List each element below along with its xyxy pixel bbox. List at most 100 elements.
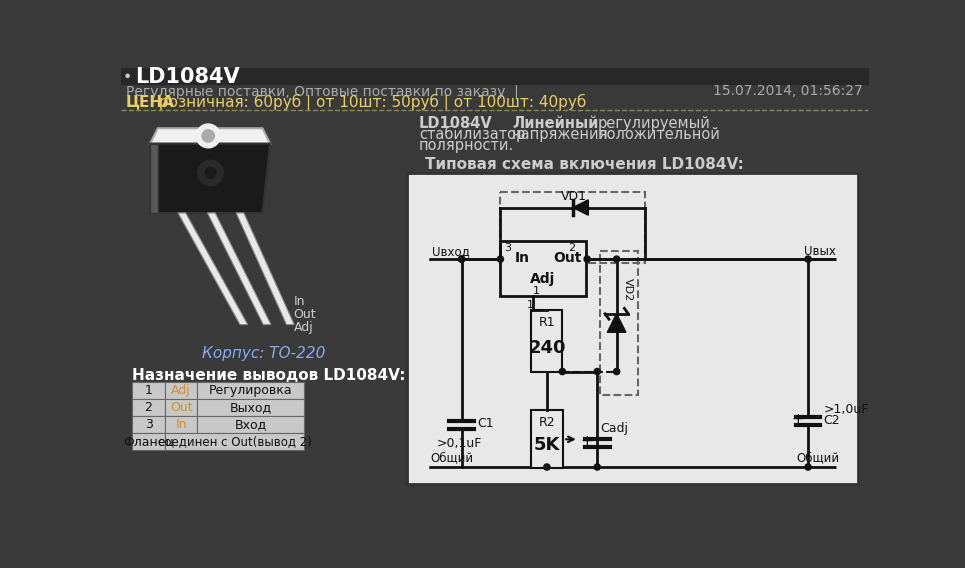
Text: Корпус: TO-220: Корпус: TO-220 <box>203 345 325 361</box>
Text: Cadj: Cadj <box>600 422 628 435</box>
Text: >0,1uF: >0,1uF <box>437 437 482 450</box>
Text: стабилизатор: стабилизатор <box>419 126 525 143</box>
Circle shape <box>126 74 129 77</box>
Polygon shape <box>607 314 626 332</box>
Bar <box>165 382 198 399</box>
Text: Типовая схема включения LD1084V:: Типовая схема включения LD1084V: <box>425 157 743 172</box>
Text: розничная: 60руб | от 10шт: 50руб | от 100шт: 40руб: розничная: 60руб | от 10шт: 50руб | от 1… <box>154 94 586 111</box>
Text: Adj: Adj <box>293 321 314 334</box>
Polygon shape <box>573 200 589 215</box>
Text: 1: 1 <box>533 286 540 296</box>
Text: VD1: VD1 <box>562 190 588 203</box>
Bar <box>198 416 304 433</box>
Bar <box>132 382 165 399</box>
Bar <box>121 68 868 83</box>
Polygon shape <box>236 213 294 324</box>
Bar <box>198 382 304 399</box>
Text: Регулярные поставки, Оптовые поставки по заказу  |: Регулярные поставки, Оптовые поставки по… <box>126 84 519 98</box>
Text: In: In <box>176 418 187 431</box>
Text: напряжения: напряжения <box>512 127 609 142</box>
Text: Линейный: Линейный <box>512 116 598 131</box>
Text: In: In <box>293 295 305 308</box>
Circle shape <box>838 254 848 265</box>
Circle shape <box>838 462 848 473</box>
Text: R2: R2 <box>538 416 555 429</box>
Circle shape <box>543 464 550 470</box>
Bar <box>599 252 638 395</box>
Text: 2: 2 <box>568 243 576 253</box>
Bar <box>501 192 646 263</box>
Text: +: + <box>580 434 593 449</box>
Text: >1,0uF: >1,0uF <box>823 403 868 416</box>
Bar <box>132 416 165 433</box>
Text: LD1084V: LD1084V <box>419 116 493 131</box>
Circle shape <box>805 464 812 470</box>
Circle shape <box>594 369 600 375</box>
Text: 3: 3 <box>145 418 152 431</box>
Text: +: + <box>791 412 804 427</box>
Polygon shape <box>151 144 158 213</box>
Bar <box>132 399 165 416</box>
Text: Out: Out <box>553 250 582 265</box>
Text: -: - <box>465 116 471 131</box>
Text: Общий: Общий <box>430 452 474 464</box>
Text: Регулировка: Регулировка <box>209 385 292 397</box>
Text: Out: Out <box>170 401 192 414</box>
Text: Uвых: Uвых <box>804 245 836 258</box>
Text: соединен с Out(вывод 2): соединен с Out(вывод 2) <box>157 435 312 448</box>
Text: регулируемый: регулируемый <box>597 116 710 131</box>
Circle shape <box>418 462 428 473</box>
Text: Adj: Adj <box>530 272 555 286</box>
Text: 15.07.2014, 01:56:27: 15.07.2014, 01:56:27 <box>713 84 863 98</box>
Circle shape <box>197 124 220 148</box>
Circle shape <box>458 256 465 262</box>
Text: Назначение выводов LD1084V:: Назначение выводов LD1084V: <box>132 369 405 383</box>
Bar <box>132 433 165 450</box>
Polygon shape <box>151 128 270 144</box>
Text: Out: Out <box>293 308 317 321</box>
Bar <box>165 416 198 433</box>
Bar <box>407 173 859 484</box>
Text: 3: 3 <box>505 243 511 253</box>
Text: C1: C1 <box>477 417 494 429</box>
Polygon shape <box>207 213 271 324</box>
Circle shape <box>594 464 600 470</box>
Circle shape <box>198 161 223 185</box>
Text: Фланец: Фланец <box>123 435 174 448</box>
Bar <box>531 410 564 468</box>
Text: 240: 240 <box>528 340 565 357</box>
Circle shape <box>805 256 812 262</box>
Text: VD2: VD2 <box>622 278 633 302</box>
Circle shape <box>614 256 620 262</box>
Text: C2: C2 <box>823 414 841 427</box>
Text: Общий: Общий <box>796 452 840 464</box>
Text: полярности.: полярности. <box>419 137 514 153</box>
Text: R1: R1 <box>538 316 555 329</box>
Circle shape <box>497 256 504 262</box>
Circle shape <box>418 254 428 265</box>
Circle shape <box>202 130 214 142</box>
Text: Выход: Выход <box>230 401 272 414</box>
Text: LD1084V: LD1084V <box>135 66 240 87</box>
Circle shape <box>614 369 620 375</box>
Text: Вход: Вход <box>234 418 267 431</box>
Text: 1: 1 <box>145 385 152 397</box>
Circle shape <box>560 369 565 375</box>
Bar <box>165 399 198 416</box>
Text: Adj: Adj <box>171 385 191 397</box>
Bar <box>532 310 563 371</box>
Text: 5K: 5K <box>534 436 560 454</box>
Text: 1: 1 <box>527 300 534 310</box>
Text: In: In <box>514 250 530 265</box>
Bar <box>165 433 304 450</box>
Polygon shape <box>178 213 248 324</box>
Text: Uвход: Uвход <box>432 245 470 258</box>
Circle shape <box>458 256 465 262</box>
Bar <box>501 241 586 296</box>
Circle shape <box>584 256 591 262</box>
Text: положительной: положительной <box>597 127 720 142</box>
Circle shape <box>206 168 216 178</box>
Text: 2: 2 <box>145 401 152 414</box>
Text: ЦЕНА: ЦЕНА <box>126 94 175 110</box>
Polygon shape <box>151 144 270 213</box>
